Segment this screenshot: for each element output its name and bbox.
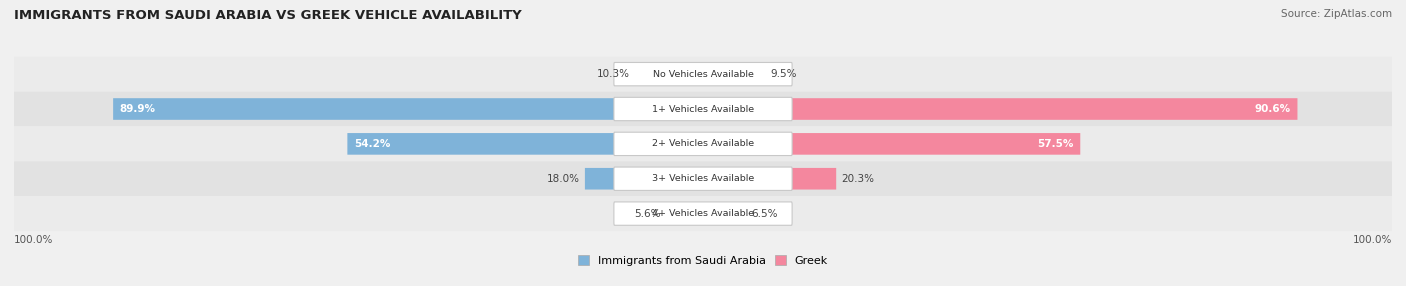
Text: 4+ Vehicles Available: 4+ Vehicles Available xyxy=(652,209,754,218)
FancyBboxPatch shape xyxy=(14,196,1392,231)
Text: 18.0%: 18.0% xyxy=(547,174,579,184)
FancyBboxPatch shape xyxy=(792,98,1298,120)
Text: 9.5%: 9.5% xyxy=(770,69,797,79)
FancyBboxPatch shape xyxy=(792,133,1080,155)
Text: 6.5%: 6.5% xyxy=(751,208,778,219)
Text: 54.2%: 54.2% xyxy=(354,139,391,149)
FancyBboxPatch shape xyxy=(112,98,614,120)
Text: IMMIGRANTS FROM SAUDI ARABIA VS GREEK VEHICLE AVAILABILITY: IMMIGRANTS FROM SAUDI ARABIA VS GREEK VE… xyxy=(14,9,522,21)
Text: No Vehicles Available: No Vehicles Available xyxy=(652,70,754,79)
Text: 100.0%: 100.0% xyxy=(14,235,53,245)
FancyBboxPatch shape xyxy=(614,97,792,121)
FancyBboxPatch shape xyxy=(614,202,792,225)
FancyBboxPatch shape xyxy=(347,133,614,155)
FancyBboxPatch shape xyxy=(14,57,1392,92)
FancyBboxPatch shape xyxy=(614,132,792,156)
Text: 90.6%: 90.6% xyxy=(1254,104,1291,114)
Text: 1+ Vehicles Available: 1+ Vehicles Available xyxy=(652,104,754,114)
FancyBboxPatch shape xyxy=(14,126,1392,161)
Legend: Immigrants from Saudi Arabia, Greek: Immigrants from Saudi Arabia, Greek xyxy=(575,252,831,269)
FancyBboxPatch shape xyxy=(14,161,1392,196)
Text: 20.3%: 20.3% xyxy=(841,174,875,184)
FancyBboxPatch shape xyxy=(614,167,792,190)
FancyBboxPatch shape xyxy=(792,168,837,190)
FancyBboxPatch shape xyxy=(614,62,792,86)
Text: Source: ZipAtlas.com: Source: ZipAtlas.com xyxy=(1281,9,1392,19)
Text: 57.5%: 57.5% xyxy=(1038,139,1074,149)
Text: 3+ Vehicles Available: 3+ Vehicles Available xyxy=(652,174,754,183)
FancyBboxPatch shape xyxy=(585,168,614,190)
Text: 10.3%: 10.3% xyxy=(598,69,630,79)
Text: 5.6%: 5.6% xyxy=(634,208,661,219)
Text: 100.0%: 100.0% xyxy=(1353,235,1392,245)
FancyBboxPatch shape xyxy=(14,92,1392,126)
Text: 89.9%: 89.9% xyxy=(120,104,156,114)
Text: 2+ Vehicles Available: 2+ Vehicles Available xyxy=(652,139,754,148)
